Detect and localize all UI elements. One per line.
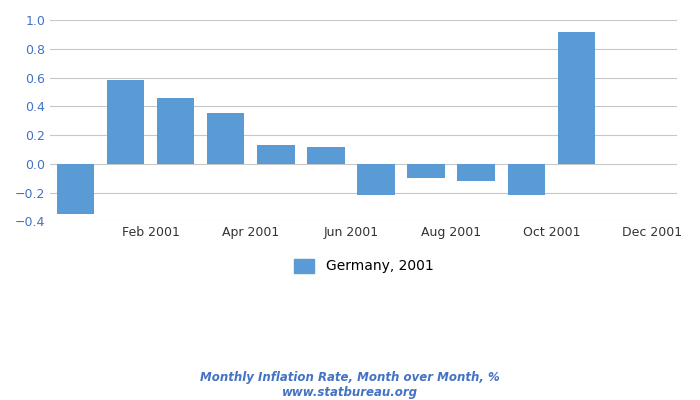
Bar xyxy=(206,114,244,164)
Bar xyxy=(307,146,344,164)
Bar xyxy=(407,164,445,178)
Legend: Germany, 2001: Germany, 2001 xyxy=(288,253,439,279)
Text: Monthly Inflation Rate, Month over Month, %: Monthly Inflation Rate, Month over Month… xyxy=(200,372,500,384)
Bar xyxy=(558,32,595,164)
Bar xyxy=(508,164,545,196)
Bar xyxy=(106,80,144,164)
Bar xyxy=(57,164,94,214)
Text: www.statbureau.org: www.statbureau.org xyxy=(282,386,418,399)
Bar xyxy=(257,145,295,164)
Bar xyxy=(357,164,395,196)
Bar xyxy=(157,98,195,164)
Bar xyxy=(457,164,495,181)
